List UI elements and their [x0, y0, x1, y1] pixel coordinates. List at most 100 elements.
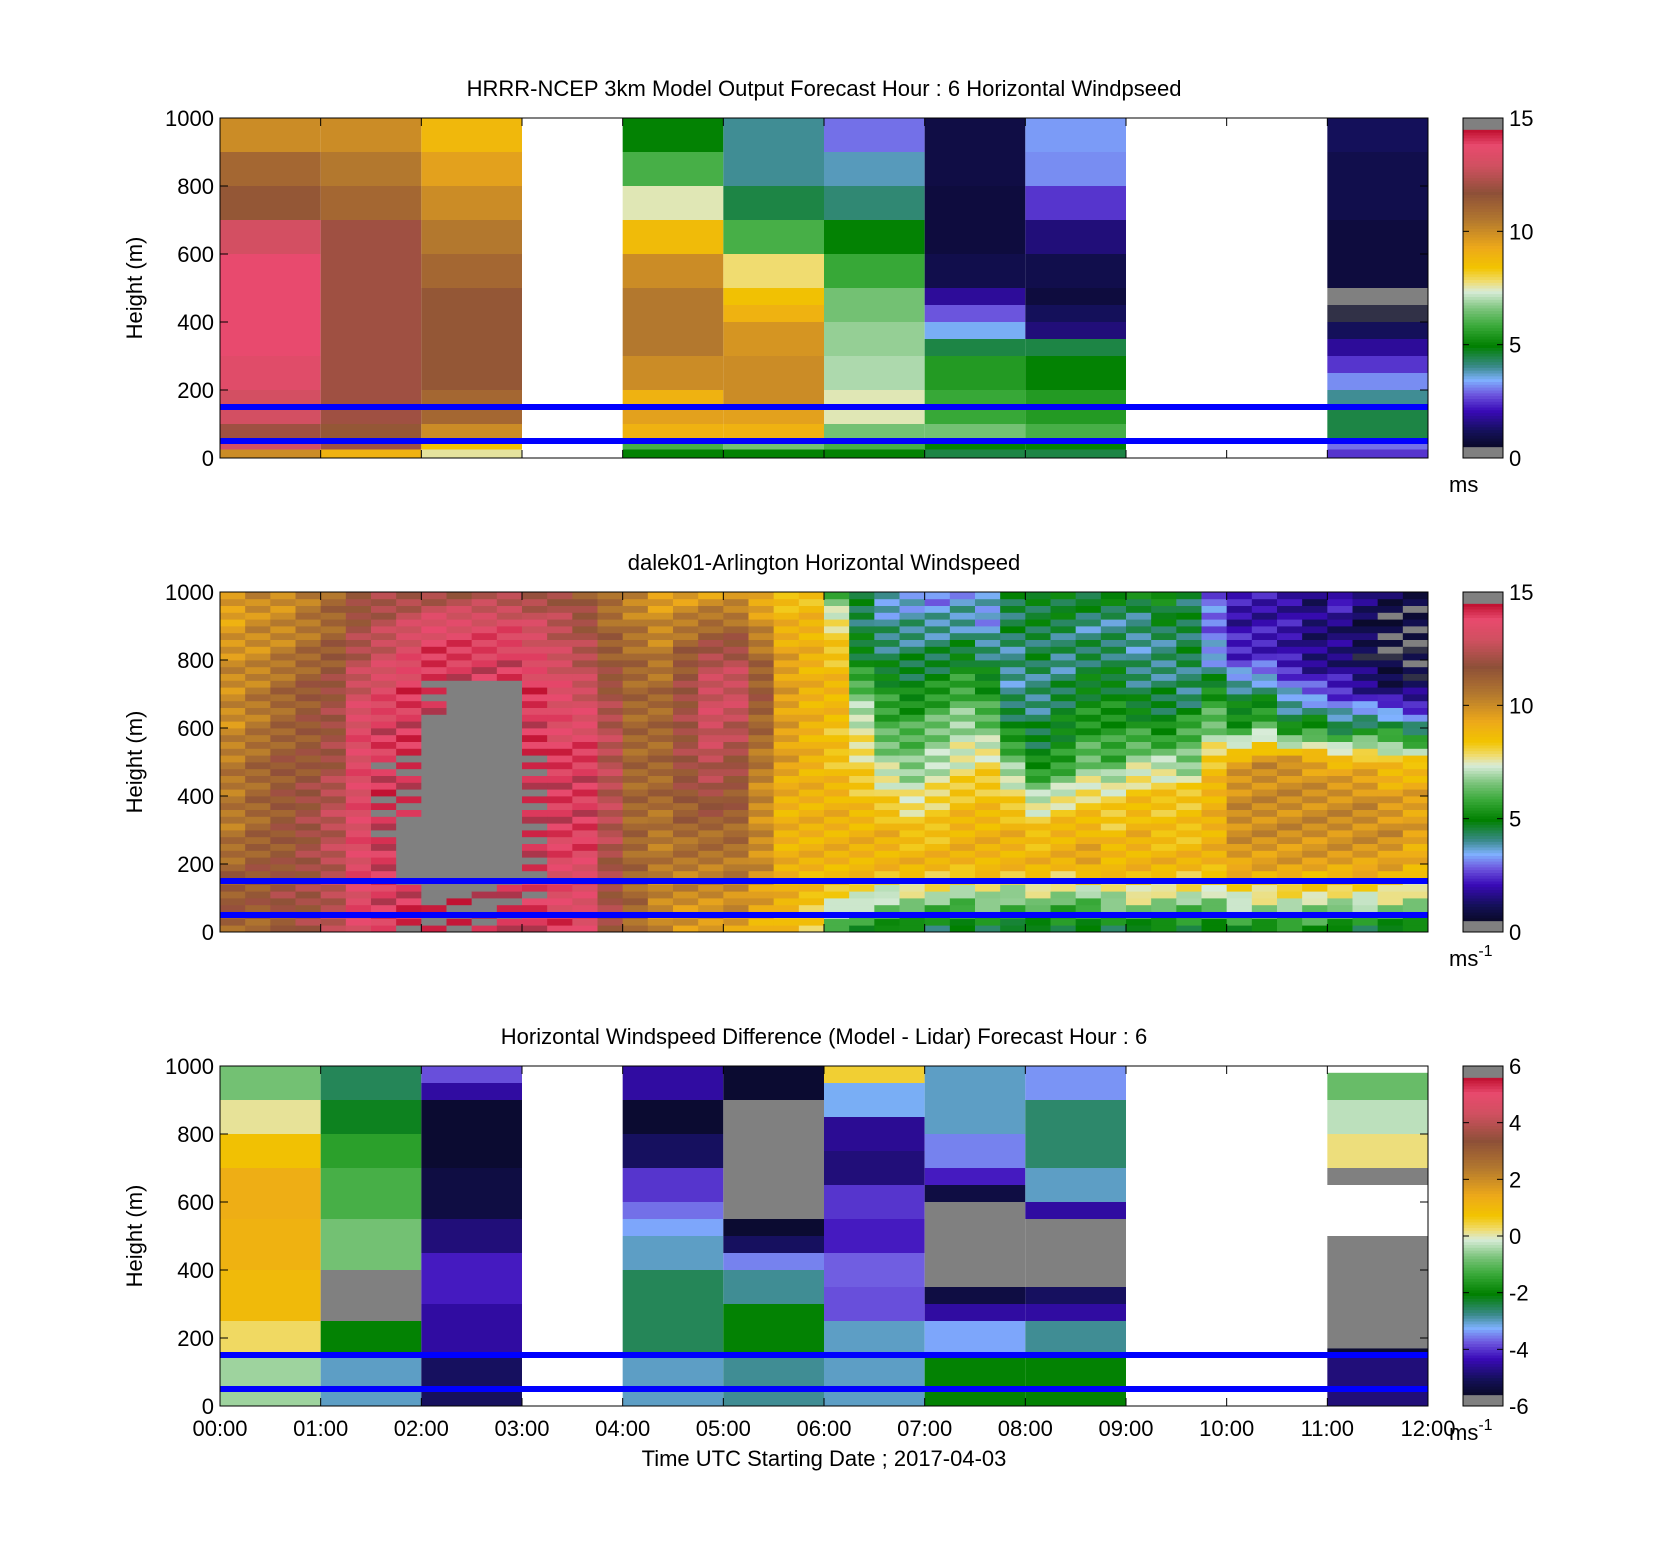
- colorbar-swatch: [1463, 810, 1503, 814]
- heatmap-cell: [1302, 843, 1328, 851]
- colorbar-swatch: [1463, 1227, 1503, 1231]
- heatmap-cell: [1126, 918, 1152, 926]
- heatmap-cell: [899, 755, 926, 763]
- heatmap-cell: [1000, 598, 1026, 606]
- heatmap-cell: [899, 870, 926, 878]
- heatmap-cell: [1126, 612, 1152, 620]
- heatmap-cell: [748, 830, 775, 838]
- heatmap-cell: [975, 823, 1001, 831]
- heatmap-cell: [824, 666, 850, 674]
- heatmap-cell: [874, 626, 900, 634]
- heatmap-cell: [622, 653, 649, 661]
- heatmap-cell: [975, 809, 1001, 817]
- colorbar-swatch: [1463, 878, 1503, 882]
- heatmap-cell: [496, 619, 523, 627]
- heatmap-cell: [1377, 728, 1404, 736]
- heatmap-cell: [1050, 830, 1077, 838]
- heatmap-cell: [1126, 802, 1152, 810]
- heatmap-cell: [1402, 605, 1429, 613]
- heatmap-cell: [723, 823, 749, 831]
- heatmap-cell: [673, 918, 699, 926]
- y-tick-label: 1000: [165, 1054, 214, 1079]
- colorbar-swatch: [1463, 163, 1503, 167]
- heatmap-cell: [320, 1066, 422, 1100]
- heatmap-cell: [723, 925, 749, 933]
- colorbar-swatch: [1463, 861, 1503, 865]
- colorbar-swatch: [1463, 1281, 1503, 1285]
- heatmap-cell: [723, 898, 749, 906]
- heatmap-cell: [824, 254, 925, 288]
- colorbar-swatch: [1463, 1315, 1503, 1319]
- heatmap-cell: [798, 626, 825, 634]
- heatmap-cell: [1402, 768, 1429, 776]
- heatmap-cell: [597, 823, 624, 831]
- heatmap-cell: [1025, 619, 1051, 627]
- heatmap-cell: [1151, 666, 1177, 674]
- heatmap-cell: [773, 714, 800, 722]
- colorbar-swatch: [1463, 716, 1503, 720]
- colorbar-tick-label: 10: [1509, 693, 1533, 718]
- colorbar-swatch: [1463, 166, 1503, 170]
- heatmap-cell: [622, 441, 724, 450]
- heatmap-cell: [320, 768, 347, 776]
- heatmap-cell: [371, 639, 397, 647]
- heatmap-cell: [295, 694, 322, 702]
- heatmap-cell: [849, 789, 875, 797]
- heatmap-cell: [522, 830, 548, 838]
- heatmap-cell: [673, 592, 699, 600]
- heatmap-cell: [421, 728, 447, 736]
- heatmap-cell: [572, 592, 598, 600]
- heatmap-cell: [245, 592, 271, 600]
- heatmap-cell: [1402, 653, 1429, 661]
- heatmap-cell: [622, 632, 649, 640]
- heatmap-cell: [522, 775, 548, 783]
- heatmap-cell: [471, 687, 498, 695]
- heatmap-cell: [320, 441, 422, 450]
- heatmap-cell: [1126, 632, 1152, 640]
- colorbar-swatch: [1463, 1292, 1503, 1296]
- heatmap-cell: [471, 755, 498, 763]
- heatmap-cell: [320, 152, 422, 186]
- heatmap-cell: [1226, 639, 1253, 647]
- heatmap-cell: [1277, 830, 1303, 838]
- heatmap-cell: [1176, 789, 1202, 797]
- heatmap-cell: [446, 809, 473, 817]
- heatmap-cell: [899, 884, 926, 892]
- heatmap-cell: [1100, 864, 1127, 872]
- heatmap-cell: [698, 680, 724, 688]
- heatmap-cell: [320, 823, 347, 831]
- heatmap-cell: [1327, 850, 1353, 858]
- heatmap-cell: [1000, 857, 1026, 865]
- heatmap-cell: [647, 925, 674, 933]
- colorbar-swatch: [1463, 1278, 1503, 1282]
- heatmap-cell: [547, 666, 573, 674]
- heatmap-cell: [1075, 728, 1102, 736]
- heatmap-cell: [1327, 741, 1353, 749]
- heatmap-cell: [522, 918, 548, 926]
- heatmap-cell: [1100, 700, 1127, 708]
- heatmap-cell: [320, 714, 347, 722]
- heatmap-cell: [924, 802, 951, 810]
- heatmap-cell: [1126, 646, 1152, 654]
- heatmap-cell: [295, 639, 322, 647]
- heatmap-cell: [1302, 721, 1328, 729]
- heatmap-cell: [1025, 288, 1126, 305]
- heatmap-cell: [748, 755, 775, 763]
- heatmap-cell: [698, 653, 724, 661]
- heatmap-cell: [1075, 646, 1102, 654]
- heatmap-cell: [496, 714, 523, 722]
- heatmap-cell: [673, 796, 699, 804]
- heatmap-cell: [245, 619, 271, 627]
- heatmap-cell: [1151, 857, 1177, 865]
- heatmap-cell: [396, 830, 422, 838]
- heatmap-cell: [522, 925, 548, 933]
- heatmap-cell: [295, 884, 322, 892]
- heatmap-cell: [824, 700, 850, 708]
- heatmap-cell: [1302, 898, 1328, 906]
- heatmap-cell: [1226, 762, 1253, 770]
- heatmap-cell: [1176, 830, 1202, 838]
- heatmap-cell: [773, 721, 800, 729]
- heatmap-cell: [1377, 830, 1404, 838]
- colorbar-swatch: [1463, 1335, 1503, 1339]
- heatmap-cell: [1352, 836, 1379, 844]
